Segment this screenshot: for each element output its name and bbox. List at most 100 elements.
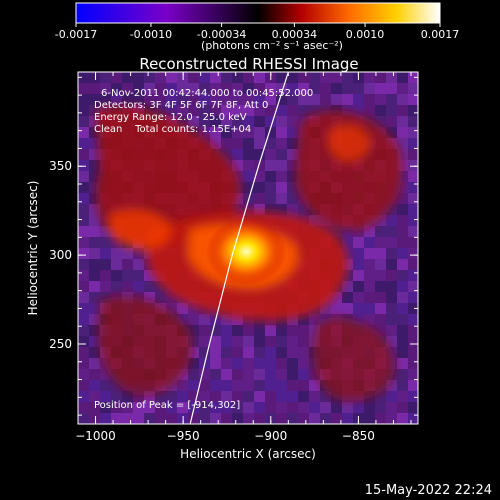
heatmap-cell (287, 127, 298, 138)
heatmap-cell (265, 116, 276, 127)
heatmap-cell (166, 83, 177, 94)
heatmap-cell (287, 160, 298, 171)
heatmap-cell (210, 347, 221, 358)
heatmap-cell (78, 369, 89, 380)
heatmap-cell (287, 204, 298, 215)
heatmap-cell (397, 193, 408, 204)
heatmap-cell (397, 391, 408, 402)
heatmap-cell (364, 105, 375, 116)
heatmap-cell (243, 127, 254, 138)
heatmap-cell (254, 369, 265, 380)
heatmap-cell (232, 413, 243, 424)
heatmap-cell (364, 72, 375, 83)
heatmap-cell (408, 336, 418, 347)
heatmap-cell (309, 72, 320, 83)
heatmap-cell (342, 94, 353, 105)
heatmap-cell (375, 413, 386, 424)
heatmap-cell (397, 259, 408, 270)
heatmap-cell (166, 303, 177, 314)
info-detectors: Detectors: 3F 4F 5F 6F 7F 8F, Att 0 (94, 100, 268, 111)
heatmap-cell (144, 94, 155, 105)
heatmap-cell (375, 391, 386, 402)
heatmap-cell (408, 127, 418, 138)
heatmap-cell (243, 413, 254, 424)
heatmap-cell (221, 358, 232, 369)
heatmap-cell (133, 292, 144, 303)
heatmap-cell (298, 325, 309, 336)
heatmap-cell (199, 402, 210, 413)
heatmap-cell (89, 303, 100, 314)
heatmap-cell (210, 391, 221, 402)
heatmap-cell (309, 413, 320, 424)
heatmap-cell (89, 171, 100, 182)
heatmap-cell (408, 237, 418, 248)
heatmap-cell (276, 171, 287, 182)
heatmap-cell (386, 94, 397, 105)
heatmap-cell (254, 391, 265, 402)
heatmap-cell (100, 83, 111, 94)
heatmap-cell (89, 204, 100, 215)
heatmap-cell (221, 402, 232, 413)
heatmap-cell (188, 83, 199, 94)
heatmap-cell (89, 94, 100, 105)
heatmap-cell (342, 303, 353, 314)
heatmap-cell (133, 270, 144, 281)
heatmap-cell (221, 149, 232, 160)
heatmap-cell (232, 402, 243, 413)
heatmap-cell (364, 83, 375, 94)
heatmap-cell (298, 347, 309, 358)
heatmap-cell (133, 94, 144, 105)
heatmap-cell (397, 270, 408, 281)
heatmap-cell (265, 182, 276, 193)
heatmap-cell (408, 72, 418, 83)
heatmap-cell (78, 281, 89, 292)
heatmap-cell (122, 83, 133, 94)
heatmap-cell (166, 391, 177, 402)
heatmap-cell (177, 105, 188, 116)
heatmap-cell (287, 182, 298, 193)
heatmap-cell (331, 72, 342, 83)
heatmap-cell (287, 94, 298, 105)
heatmap-cell (199, 116, 210, 127)
heatmap-cell (122, 259, 133, 270)
heatmap-cell (375, 94, 386, 105)
heatmap-cell (254, 149, 265, 160)
heatmap-cell (210, 380, 221, 391)
heatmap-cell (243, 204, 254, 215)
heatmap-cell (243, 380, 254, 391)
heatmap-cell (375, 325, 386, 336)
heatmap-cell (353, 94, 364, 105)
heatmap-cell (408, 358, 418, 369)
heatmap-cell (166, 105, 177, 116)
heatmap-cell (232, 127, 243, 138)
heatmap-cell (78, 83, 89, 94)
heatmap-cell (331, 402, 342, 413)
heatmap-cell (397, 149, 408, 160)
colorbar-tick-label: -0.0017 (55, 28, 97, 41)
heatmap-cell (89, 237, 100, 248)
colorbar-gradient (75, 2, 441, 24)
heatmap-cell (298, 204, 309, 215)
heatmap-cell (309, 94, 320, 105)
heatmap-cell (177, 72, 188, 83)
heatmap-cell (89, 215, 100, 226)
heatmap-cell (243, 391, 254, 402)
heatmap-cell (188, 303, 199, 314)
footer-timestamp: 15-May-2022 22:24 (365, 483, 492, 498)
heatmap-cell (342, 413, 353, 424)
heatmap-cell (254, 94, 265, 105)
y-tick-label: 250 (49, 337, 72, 351)
heatmap-cell (353, 259, 364, 270)
heatmap-cell (166, 72, 177, 83)
heatmap-cell (397, 105, 408, 116)
heatmap-cell (265, 369, 276, 380)
heatmap-cell (232, 116, 243, 127)
heatmap-cell (309, 105, 320, 116)
heatmap-cell (408, 94, 418, 105)
heatmap-cell (177, 83, 188, 94)
heatmap-cell (265, 149, 276, 160)
heatmap-cell (265, 380, 276, 391)
heatmap-cell (78, 248, 89, 259)
heatmap-cell (397, 369, 408, 380)
heatmap-cell (144, 72, 155, 83)
